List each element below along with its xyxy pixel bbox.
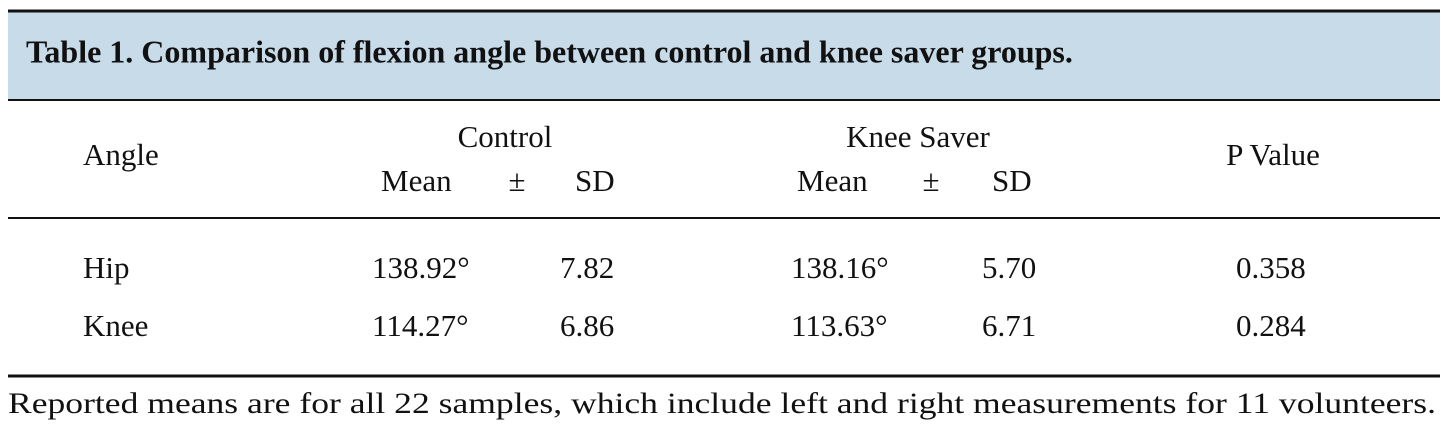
sub-header: ± bbox=[922, 163, 939, 198]
table-cell: 5.70 bbox=[982, 250, 1036, 285]
title-band bbox=[8, 12, 1440, 99]
table-cell: 0.284 bbox=[1236, 308, 1306, 343]
sub-header: SD bbox=[992, 163, 1032, 198]
group-header: Knee Saver bbox=[846, 119, 990, 154]
table-cell: 6.71 bbox=[982, 308, 1036, 343]
column-header: P Value bbox=[1226, 137, 1320, 172]
table-cell: 138.92° bbox=[372, 250, 470, 285]
footnote: Reported means are for all 22 samples, w… bbox=[8, 387, 1436, 420]
sub-header: Mean bbox=[797, 163, 868, 198]
table-cell: 138.16° bbox=[791, 250, 889, 285]
table-cell: 0.358 bbox=[1236, 250, 1306, 285]
row-label: Hip bbox=[83, 250, 130, 285]
sub-header: ± bbox=[508, 163, 525, 198]
sub-header: SD bbox=[575, 163, 615, 198]
row-label: Knee bbox=[83, 308, 148, 343]
table-cell: 7.82 bbox=[560, 250, 614, 285]
sub-header: Mean bbox=[381, 163, 452, 198]
table-cell: 6.86 bbox=[560, 308, 614, 343]
group-header: Control bbox=[458, 119, 553, 154]
table-title: Table 1. Comparison of flexion angle bet… bbox=[26, 33, 1073, 69]
table-cell: 113.63° bbox=[791, 308, 888, 343]
column-header: Angle bbox=[83, 137, 159, 172]
table-cell: 114.27° bbox=[372, 308, 469, 343]
